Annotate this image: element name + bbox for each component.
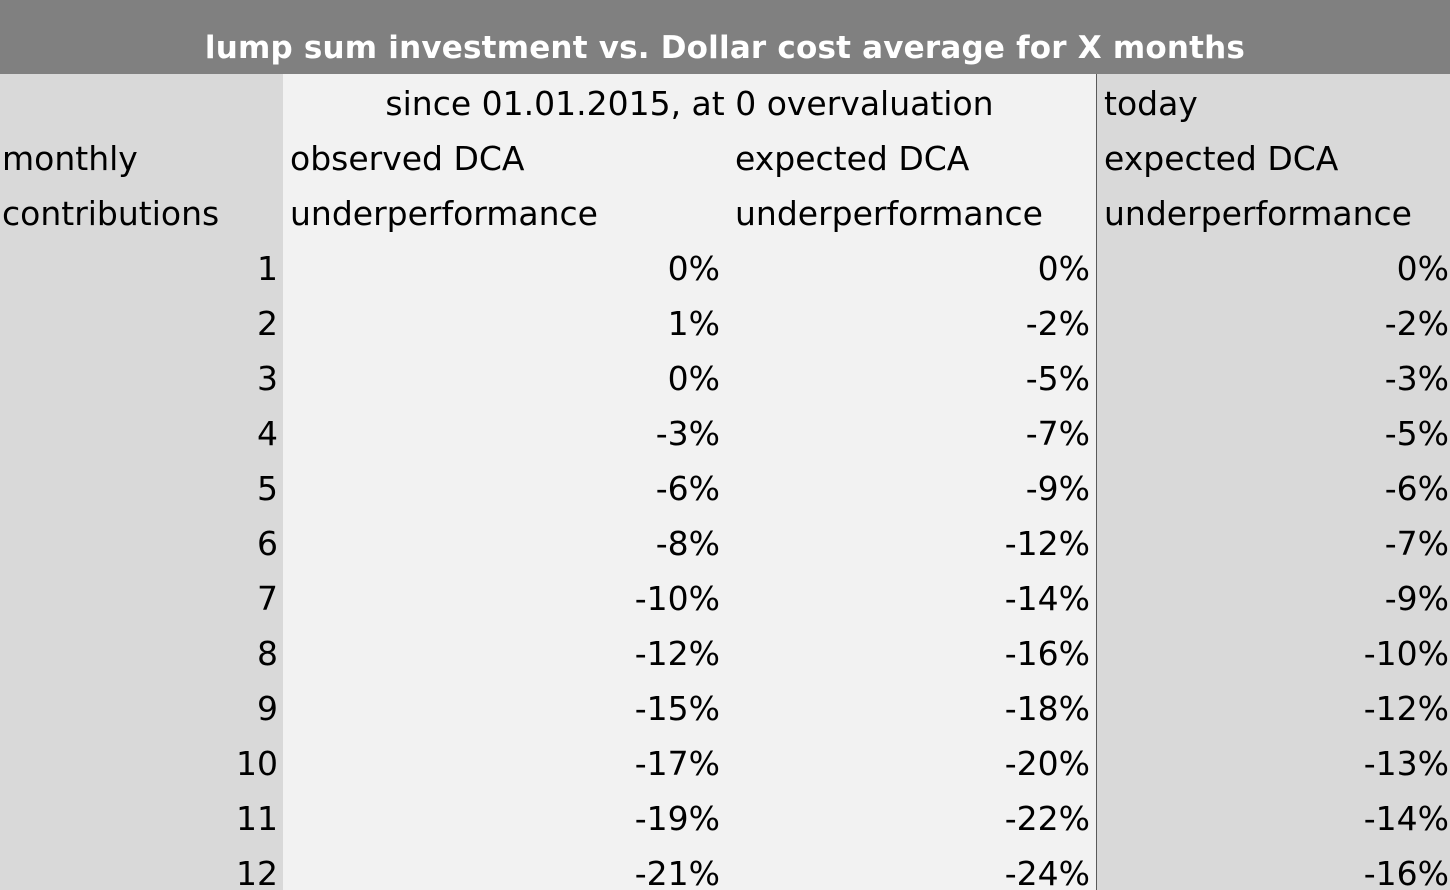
cell-months: 2: [257, 304, 278, 343]
title-bar: [0, 0, 1450, 74]
cell-expected: -18%: [1004, 689, 1090, 728]
cell-today: -13%: [1363, 744, 1449, 783]
cell-today: 0%: [1396, 249, 1449, 288]
cell-today: -5%: [1384, 414, 1449, 453]
cell-expected: -12%: [1004, 524, 1090, 563]
cell-today: -3%: [1384, 359, 1449, 398]
cell-observed: -19%: [634, 799, 720, 838]
cell-months: 11: [236, 799, 278, 838]
historic-columns-band: [283, 74, 1096, 890]
cell-months: 12: [236, 854, 278, 890]
cell-observed: -10%: [634, 579, 720, 618]
cell-expected: -7%: [1025, 414, 1090, 453]
cell-observed: -17%: [634, 744, 720, 783]
cell-today: -7%: [1384, 524, 1449, 563]
cell-months: 4: [257, 414, 278, 453]
cell-expected: -20%: [1004, 744, 1090, 783]
cell-expected: 0%: [1037, 249, 1090, 288]
cell-months: 5: [257, 469, 278, 508]
col-header-observed-line2: underperformance: [290, 194, 598, 233]
group-header-historic: since 01.01.2015, at 0 overvaluation: [385, 84, 994, 123]
cell-observed: 1%: [667, 304, 720, 343]
col-header-expected-line2: underperformance: [735, 194, 1043, 233]
cell-months: 1: [257, 249, 278, 288]
cell-today: -2%: [1384, 304, 1449, 343]
cell-expected: -24%: [1004, 854, 1090, 890]
cell-today: -16%: [1363, 854, 1449, 890]
cell-observed: -8%: [655, 524, 720, 563]
cell-today: -12%: [1363, 689, 1449, 728]
col-header-observed-line1: observed DCA: [290, 139, 525, 178]
col-header-expected-line1: expected DCA: [735, 139, 970, 178]
cell-months: 8: [257, 634, 278, 673]
cell-expected: -14%: [1004, 579, 1090, 618]
cell-observed: -15%: [634, 689, 720, 728]
column-divider: [1096, 74, 1097, 890]
cell-months: 10: [236, 744, 278, 783]
cell-today: -9%: [1384, 579, 1449, 618]
cell-observed: -6%: [655, 469, 720, 508]
cell-today: -10%: [1363, 634, 1449, 673]
cell-expected: -9%: [1025, 469, 1090, 508]
cell-today: -14%: [1363, 799, 1449, 838]
cell-observed: -12%: [634, 634, 720, 673]
cell-expected: -2%: [1025, 304, 1090, 343]
cell-months: 7: [257, 579, 278, 618]
col-header-months-line1: monthly: [2, 139, 138, 178]
cell-today: -6%: [1384, 469, 1449, 508]
cell-observed: -3%: [655, 414, 720, 453]
cell-months: 6: [257, 524, 278, 563]
cell-months: 3: [257, 359, 278, 398]
cell-observed: 0%: [667, 359, 720, 398]
cell-expected: -22%: [1004, 799, 1090, 838]
cell-observed: 0%: [667, 249, 720, 288]
cell-months: 9: [257, 689, 278, 728]
table-title: lump sum investment vs. Dollar cost aver…: [204, 30, 1246, 66]
col-header-months-line2: contributions: [2, 194, 220, 233]
cell-expected: -5%: [1025, 359, 1090, 398]
cell-observed: -21%: [634, 854, 720, 890]
cell-expected: -16%: [1004, 634, 1090, 673]
col-header-today-line2: underperformance: [1104, 194, 1412, 233]
col-header-today-line1: expected DCA: [1104, 139, 1339, 178]
group-header-today: today: [1104, 84, 1198, 123]
